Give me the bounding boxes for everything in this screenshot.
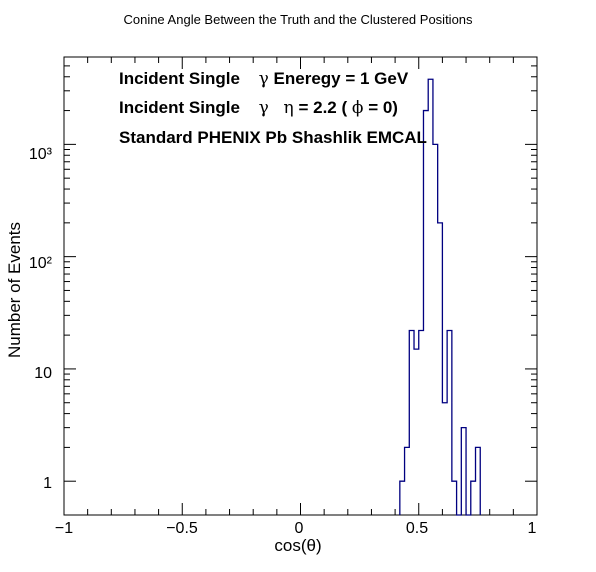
annotation-line2-rest-a: = 2.2 ( bbox=[298, 98, 347, 117]
x-axis-title: cos(θ) bbox=[274, 536, 321, 555]
x-tick-label-1: 1 bbox=[528, 520, 537, 537]
y-tick-label-10: 10 bbox=[34, 365, 52, 382]
annotation-line2: Incident Single γ η = 2.2 ( ϕ = 0) bbox=[119, 98, 398, 118]
y-axis-title: Number of Events bbox=[5, 222, 24, 358]
annotation-line1-rest: Eneregy = 1 GeV bbox=[274, 69, 409, 88]
phi-symbol: ϕ bbox=[352, 98, 364, 118]
y-tick-label-1: 1 bbox=[43, 475, 52, 492]
x-tick-label-neg05: −0.5 bbox=[166, 520, 198, 537]
x-tick-label-05: 0.5 bbox=[406, 520, 428, 537]
annotation-line2-text: Incident Single bbox=[119, 98, 240, 117]
annotation-line1-text: Incident Single bbox=[119, 69, 240, 88]
gamma-symbol-2: γ bbox=[259, 98, 269, 118]
x-tick-label-neg1: −1 bbox=[55, 520, 73, 537]
histogram-line bbox=[399, 78, 481, 516]
y-tick-label-100: 10² bbox=[29, 255, 53, 272]
annotation-line3: Standard PHENIX Pb Shashlik EMCAL bbox=[119, 128, 427, 147]
chart-title: Conine Angle Between the Truth and the C… bbox=[123, 12, 473, 27]
annotation-line1: Incident Single γ Eneregy = 1 GeV bbox=[119, 69, 409, 89]
x-axis-ticks bbox=[63, 57, 538, 515]
y-tick-label-1000: 10³ bbox=[29, 146, 53, 163]
y-axis-ticks bbox=[64, 56, 537, 482]
x-tick-label-0: 0 bbox=[295, 520, 304, 537]
annotation-line2-rest-b: = 0) bbox=[368, 98, 398, 117]
gamma-symbol: γ bbox=[259, 69, 269, 89]
eta-symbol: η bbox=[284, 98, 294, 118]
